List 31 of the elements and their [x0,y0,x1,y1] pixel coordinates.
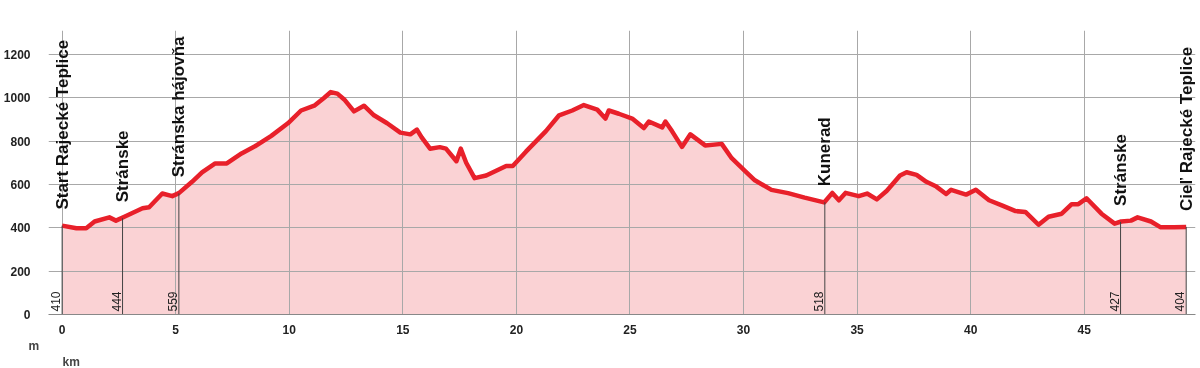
annotation: Kunerad [815,117,835,187]
x-axis-title: km [62,354,80,368]
y-tick-label: 800 [10,134,31,149]
annotation: 410 [49,291,64,312]
x-tick-label: 15 [396,322,410,337]
y-tick-label: 1000 [3,91,31,106]
annotation: 404 [1173,291,1188,312]
x-tick-label: 20 [509,322,524,337]
y-tick-label: 1200 [3,47,31,62]
y-tick-label: 200 [10,264,31,279]
annotation: 427 [1107,291,1122,312]
annotation: 559 [165,291,180,312]
x-tick-label: 0 [58,322,66,337]
y-tick-label: 0 [23,308,31,322]
y-tick-label: 400 [10,221,31,236]
y-tick-label: 600 [10,177,31,192]
x-tick-label: 45 [1077,322,1092,337]
annotation: 444 [109,291,124,312]
x-tick-label: 5 [172,322,180,337]
x-tick-label: 35 [850,322,865,337]
x-tick-label: 40 [963,322,978,337]
annotation: Stránske [113,130,133,203]
y-axis-title: m [28,338,40,353]
x-tick-label: 25 [623,322,637,337]
x-tick-label: 30 [736,322,751,337]
annotation: 518 [811,291,826,312]
annotation: Cieľ Rajecké Teplice [1176,46,1196,211]
annotation: Stránske [1111,134,1131,206]
x-tick-label: 10 [282,322,297,337]
annotation: Start Rajecké Teplice [52,39,72,210]
annotation: Stránska hájovňa [169,35,189,178]
